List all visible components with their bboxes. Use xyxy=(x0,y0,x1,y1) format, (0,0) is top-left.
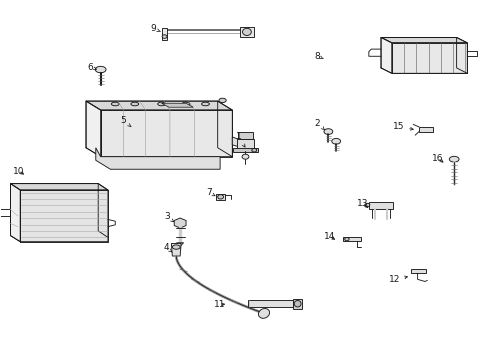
Ellipse shape xyxy=(172,245,180,249)
Polygon shape xyxy=(293,299,302,309)
Polygon shape xyxy=(233,148,257,152)
Polygon shape xyxy=(174,218,185,228)
Polygon shape xyxy=(410,269,425,273)
Ellipse shape xyxy=(219,98,226,103)
Ellipse shape xyxy=(294,301,301,307)
Ellipse shape xyxy=(201,102,209,106)
Text: 13: 13 xyxy=(357,199,368,208)
Ellipse shape xyxy=(324,129,332,134)
Ellipse shape xyxy=(344,238,348,241)
Polygon shape xyxy=(236,139,254,151)
Polygon shape xyxy=(380,37,391,73)
Text: 12: 12 xyxy=(388,275,407,284)
Ellipse shape xyxy=(251,148,256,152)
Ellipse shape xyxy=(242,154,248,159)
Text: 4: 4 xyxy=(163,243,172,252)
Ellipse shape xyxy=(162,35,166,39)
Ellipse shape xyxy=(258,309,269,318)
Text: 14: 14 xyxy=(324,232,335,241)
Ellipse shape xyxy=(448,156,458,162)
Polygon shape xyxy=(418,127,432,132)
Text: 10: 10 xyxy=(13,167,24,176)
Polygon shape xyxy=(342,237,360,241)
Text: 8: 8 xyxy=(314,52,323,61)
Text: 5: 5 xyxy=(121,116,131,127)
Polygon shape xyxy=(161,103,193,107)
Text: 6: 6 xyxy=(87,63,96,72)
Polygon shape xyxy=(10,184,108,190)
Polygon shape xyxy=(216,194,224,200)
Polygon shape xyxy=(238,132,252,139)
Polygon shape xyxy=(86,101,232,110)
Polygon shape xyxy=(101,110,232,157)
Ellipse shape xyxy=(331,138,340,144)
Polygon shape xyxy=(368,202,392,209)
Ellipse shape xyxy=(95,66,106,73)
Polygon shape xyxy=(232,137,242,148)
Text: 3: 3 xyxy=(164,212,173,222)
Ellipse shape xyxy=(158,102,165,106)
Text: 11: 11 xyxy=(214,300,225,309)
Ellipse shape xyxy=(182,102,189,106)
Text: 7: 7 xyxy=(205,188,215,197)
Text: 9: 9 xyxy=(150,24,160,33)
Polygon shape xyxy=(248,300,293,307)
Ellipse shape xyxy=(111,102,119,106)
Text: 1: 1 xyxy=(235,132,244,147)
Text: 16: 16 xyxy=(431,154,443,163)
Polygon shape xyxy=(239,27,254,37)
Text: 2: 2 xyxy=(314,119,324,130)
Polygon shape xyxy=(20,190,108,242)
Ellipse shape xyxy=(242,28,251,36)
Polygon shape xyxy=(380,37,467,43)
Ellipse shape xyxy=(364,203,369,207)
Polygon shape xyxy=(171,243,181,256)
Ellipse shape xyxy=(131,102,139,106)
Text: 15: 15 xyxy=(392,122,412,131)
Polygon shape xyxy=(96,148,220,169)
Polygon shape xyxy=(391,43,467,73)
Polygon shape xyxy=(86,101,101,157)
Ellipse shape xyxy=(217,195,223,199)
Polygon shape xyxy=(161,28,167,40)
Polygon shape xyxy=(10,184,20,242)
